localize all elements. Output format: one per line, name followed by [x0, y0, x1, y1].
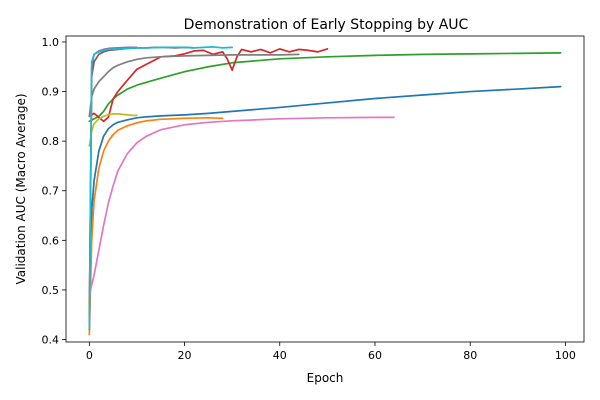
series-line-7	[88, 116, 395, 296]
series-line-4	[88, 48, 329, 123]
y-axis-label: Validation AUC (Macro Average)	[14, 93, 28, 284]
y-tick-label: 1.0	[42, 36, 60, 49]
x-tick-label: 80	[463, 349, 477, 362]
x-tick-label: 20	[178, 349, 192, 362]
series-line-8	[88, 53, 300, 118]
y-tick-label: 0.8	[42, 135, 60, 148]
y-axis: 0.4 0.5 0.6 0.7 0.8 0.9 1.0	[42, 36, 66, 347]
chart-title: Demonstration of Early Stopping by AUC	[184, 17, 469, 33]
plot-frame-fill	[66, 36, 584, 342]
y-tick-label: 0.7	[42, 185, 60, 198]
x-tick-label: 0	[86, 349, 93, 362]
series-line-1	[88, 85, 562, 331]
x-axis-label: Epoch	[307, 371, 344, 385]
y-tick-label: 0.5	[42, 284, 60, 297]
series-line-2	[88, 116, 224, 336]
x-tick-label: 100	[555, 349, 576, 362]
plot-area	[65, 35, 585, 343]
plot-frame	[65, 35, 585, 343]
series-line-10	[88, 46, 234, 331]
x-tick-label: 40	[273, 349, 287, 362]
series-line-3	[88, 52, 562, 123]
y-tick-label: 0.4	[42, 334, 60, 347]
y-tick-label: 0.9	[42, 86, 60, 99]
series-layer	[88, 46, 562, 336]
series-line-9	[88, 113, 138, 147]
x-tick-label: 60	[368, 349, 382, 362]
x-axis: 0 20 40 60 80 100	[86, 342, 576, 362]
y-tick-label: 0.6	[42, 234, 60, 247]
